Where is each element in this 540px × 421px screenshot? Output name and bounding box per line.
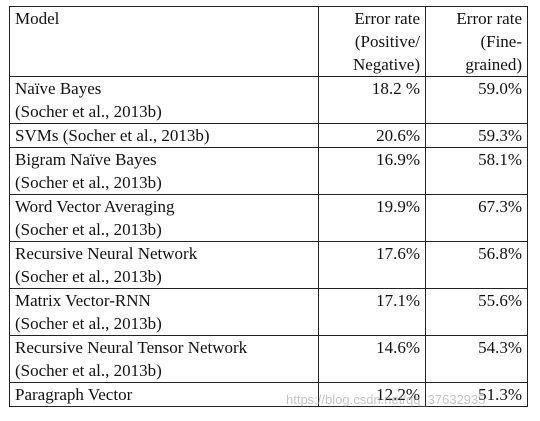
table-row: Word Vector Averaging (Socher et al., 20…	[9, 194, 528, 242]
header-pos-neg-line: (Positive/	[354, 32, 420, 51]
header-pos-neg-line: Error rate	[354, 9, 420, 28]
model-citation: (Socher et al., 2013b)	[15, 361, 162, 380]
model-cell: Naïve Bayes (Socher et al., 2013b)	[9, 76, 319, 124]
fine-grained-error: 59.0%	[425, 76, 528, 124]
model-name: Word Vector Averaging	[15, 197, 175, 216]
model-name: Matrix Vector-RNN	[15, 291, 151, 310]
model-name: Naïve Bayes	[15, 79, 102, 98]
header-pos-neg-line: Negative)	[352, 55, 420, 74]
fine-grained-error: 67.3%	[425, 194, 528, 242]
header-model-label: Model	[15, 9, 60, 28]
model-cell: Recursive Neural Tensor Network (Socher …	[9, 335, 319, 383]
fine-grained-error-best: 51.3%	[425, 382, 528, 407]
pos-neg-error: 17.6%	[318, 241, 426, 289]
results-table: Model Error rate (Positive/ Negative) Er…	[9, 6, 528, 407]
model-cell: Paragraph Vector	[9, 382, 319, 407]
fine-grained-error: 56.8%	[425, 241, 528, 289]
watermark: https://blog.csdn.net/qq_37632935	[286, 392, 486, 407]
model-name: Recursive Neural Network	[15, 244, 198, 263]
fine-grained-error: 58.1%	[425, 147, 528, 195]
table-row: Paragraph Vector 12.2% 51.3%	[9, 382, 528, 407]
header-pos-neg: Error rate (Positive/ Negative)	[318, 6, 426, 77]
header-fine: Error rate (Fine- grained)	[425, 6, 528, 77]
pos-neg-error: 16.9%	[318, 147, 426, 195]
model-cell: Word Vector Averaging (Socher et al., 20…	[9, 194, 319, 242]
model-citation: (Socher et al., 2013b)	[15, 173, 162, 192]
model-citation: (Socher et al., 2013b)	[15, 267, 162, 286]
pos-neg-error: 20.6%	[318, 123, 426, 148]
model-cell: Matrix Vector-RNN (Socher et al., 2013b)	[9, 288, 319, 336]
header-model: Model	[9, 6, 319, 77]
header-fine-line: Error rate	[456, 9, 522, 28]
table-row: Bigram Naïve Bayes (Socher et al., 2013b…	[9, 147, 528, 195]
header-fine-line: grained)	[465, 55, 522, 74]
model-citation: (Socher et al., 2013b)	[15, 220, 162, 239]
table-row: Matrix Vector-RNN (Socher et al., 2013b)…	[9, 288, 528, 336]
header-row: Model Error rate (Positive/ Negative) Er…	[9, 6, 528, 77]
model-cell: Bigram Naïve Bayes (Socher et al., 2013b…	[9, 147, 319, 195]
model-name: Paragraph Vector	[15, 385, 133, 404]
fine-grained-error: 54.3%	[425, 335, 528, 383]
table-row: SVMs (Socher et al., 2013b) 20.6% 59.3%	[9, 123, 528, 148]
fine-grained-error: 55.6%	[425, 288, 528, 336]
table-row: Recursive Neural Tensor Network (Socher …	[9, 335, 528, 383]
model-cell: SVMs (Socher et al., 2013b)	[9, 123, 319, 148]
fine-grained-error: 59.3%	[425, 123, 528, 148]
model-citation: (Socher et al., 2013b)	[15, 314, 162, 333]
model-cell: Recursive Neural Network (Socher et al.,…	[9, 241, 319, 289]
pos-neg-error: 14.6%	[318, 335, 426, 383]
model-citation: (Socher et al., 2013b)	[15, 102, 162, 121]
pos-neg-error: 18.2 %	[318, 76, 426, 124]
pos-neg-error: 17.1%	[318, 288, 426, 336]
model-name: SVMs (Socher et al., 2013b)	[15, 126, 210, 145]
header-fine-line: (Fine-	[480, 32, 522, 51]
model-name: Bigram Naïve Bayes	[15, 150, 157, 169]
table-row: Recursive Neural Network (Socher et al.,…	[9, 241, 528, 289]
pos-neg-error-best: 12.2%	[318, 382, 426, 407]
model-name: Recursive Neural Tensor Network	[15, 338, 248, 357]
pos-neg-error: 19.9%	[318, 194, 426, 242]
table-row: Naïve Bayes (Socher et al., 2013b) 18.2 …	[9, 76, 528, 124]
